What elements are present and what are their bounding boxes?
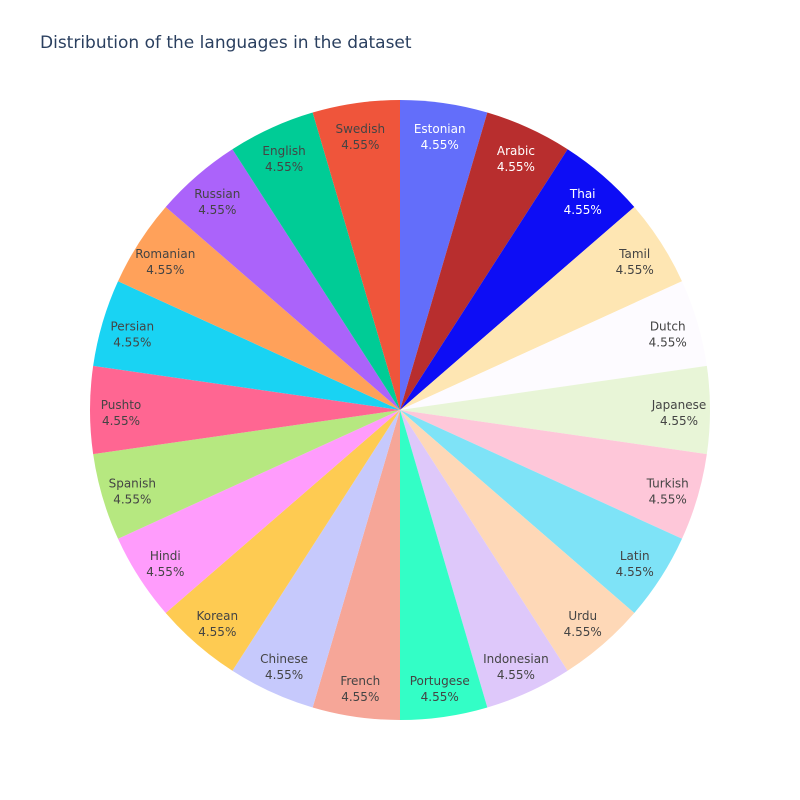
slice-label-russian: Russian 4.55% [194,187,240,217]
slice-percent: 4.55% [649,335,687,349]
slice-percent: 4.55% [113,493,151,507]
pie-slice-persian[interactable] [93,281,401,410]
pie-slice-french[interactable] [312,410,400,720]
slice-name: Pushto [101,398,142,412]
slice-label-english: English 4.55% [262,144,305,174]
slice-name: Spanish [109,477,156,491]
slice-label-urdu: Urdu 4.55% [564,609,602,639]
slice-label-dutch: Dutch 4.55% [649,319,687,349]
pie-slice-spanish[interactable] [93,410,401,539]
slice-label-turkish: Turkish 4.55% [646,477,689,507]
slice-name: Indonesian [483,652,549,666]
slice-percent: 4.55% [146,263,184,277]
slice-name: Tamil [618,247,650,261]
slice-name: Estonian [414,122,466,136]
pie-slice-swedish[interactable] [312,100,400,410]
slice-percent: 4.55% [564,625,602,639]
slice-percent: 4.55% [113,335,151,349]
slice-percent: 4.55% [341,138,379,152]
slice-label-spanish: Spanish 4.55% [109,477,156,507]
slice-percent: 4.55% [341,690,379,704]
slice-percent: 4.55% [102,414,140,428]
slice-percent: 4.55% [265,160,303,174]
slice-percent: 4.55% [265,668,303,682]
pie-slice-estonian[interactable] [400,100,488,410]
slice-percent: 4.55% [497,668,535,682]
slice-name: Japanese [651,398,707,412]
slice-percent: 4.55% [421,690,459,704]
slice-name: Arabic [497,144,535,158]
slice-name: Turkish [646,477,689,491]
slice-name: Thai [569,187,596,201]
slice-percent: 4.55% [649,493,687,507]
pie-slice-turkish[interactable] [400,410,707,539]
slice-label-korean: Korean 4.55% [196,609,238,639]
slice-label-chinese: Chinese 4.55% [260,652,308,682]
pie-slice-portugese[interactable] [400,410,488,720]
slice-name: Russian [194,187,240,201]
slice-percent: 4.55% [146,565,184,579]
pie-slice-indonesian[interactable] [400,410,568,708]
slice-name: Latin [620,549,650,563]
slice-name: Romanian [135,247,195,261]
slice-name: Dutch [650,319,686,333]
slice-name: Portugese [410,674,470,688]
slice-label-indonesian: Indonesian 4.55% [483,652,549,682]
slice-name: Korean [196,609,238,623]
pie-slice-arabic[interactable] [400,112,568,410]
slice-percent: 4.55% [616,565,654,579]
slice-label-french: French 4.55% [340,674,380,704]
slice-name: Urdu [568,609,597,623]
pie-slice-urdu[interactable] [400,410,635,671]
slice-label-swedish: Swedish 4.55% [335,122,385,152]
pie-slice-thai[interactable] [400,149,635,410]
slice-name: Chinese [260,652,308,666]
slice-label-arabic: Arabic 4.55% [497,144,535,174]
pie-slice-tamil[interactable] [400,206,682,410]
slice-percent: 4.55% [198,203,236,217]
slice-label-tamil: Tamil 4.55% [616,247,654,277]
pie-slice-russian[interactable] [165,149,400,410]
pie-slice-japanese[interactable] [400,365,710,455]
pie-slice-dutch[interactable] [400,281,707,410]
slice-name: English [262,144,305,158]
slice-percent: 4.55% [421,138,459,152]
slice-percent: 4.55% [616,263,654,277]
slice-label-pushto: Pushto 4.55% [101,398,142,428]
slice-label-estonian: Estonian 4.55% [414,122,466,152]
slice-name: Swedish [335,122,385,136]
pie-slice-english[interactable] [232,112,400,410]
slice-label-latin: Latin 4.55% [616,549,654,579]
slice-percent: 4.55% [660,414,698,428]
pie-slice-pushto[interactable] [90,365,400,455]
slice-label-hindi: Hindi 4.55% [146,549,184,579]
pie-slice-hindi[interactable] [118,410,400,614]
pie-slice-chinese[interactable] [232,410,400,708]
slice-label-romanian: Romanian 4.55% [135,247,195,277]
slice-label-persian: Persian 4.55% [110,319,154,349]
slice-label-thai: Thai 4.55% [564,187,602,217]
slice-name: French [340,674,380,688]
pie-slice-romanian[interactable] [118,206,400,410]
chart-title: Distribution of the languages in the dat… [40,33,412,53]
pie-slice-latin[interactable] [400,410,682,614]
slice-name: Persian [110,319,154,333]
slice-percent: 4.55% [497,160,535,174]
slice-percent: 4.55% [564,203,602,217]
slice-label-japanese: Japanese 4.55% [651,398,707,428]
slice-name: Hindi [150,549,181,563]
pie-slice-korean[interactable] [165,410,400,671]
slice-label-portugese: Portugese 4.55% [410,674,470,704]
slice-percent: 4.55% [198,625,236,639]
